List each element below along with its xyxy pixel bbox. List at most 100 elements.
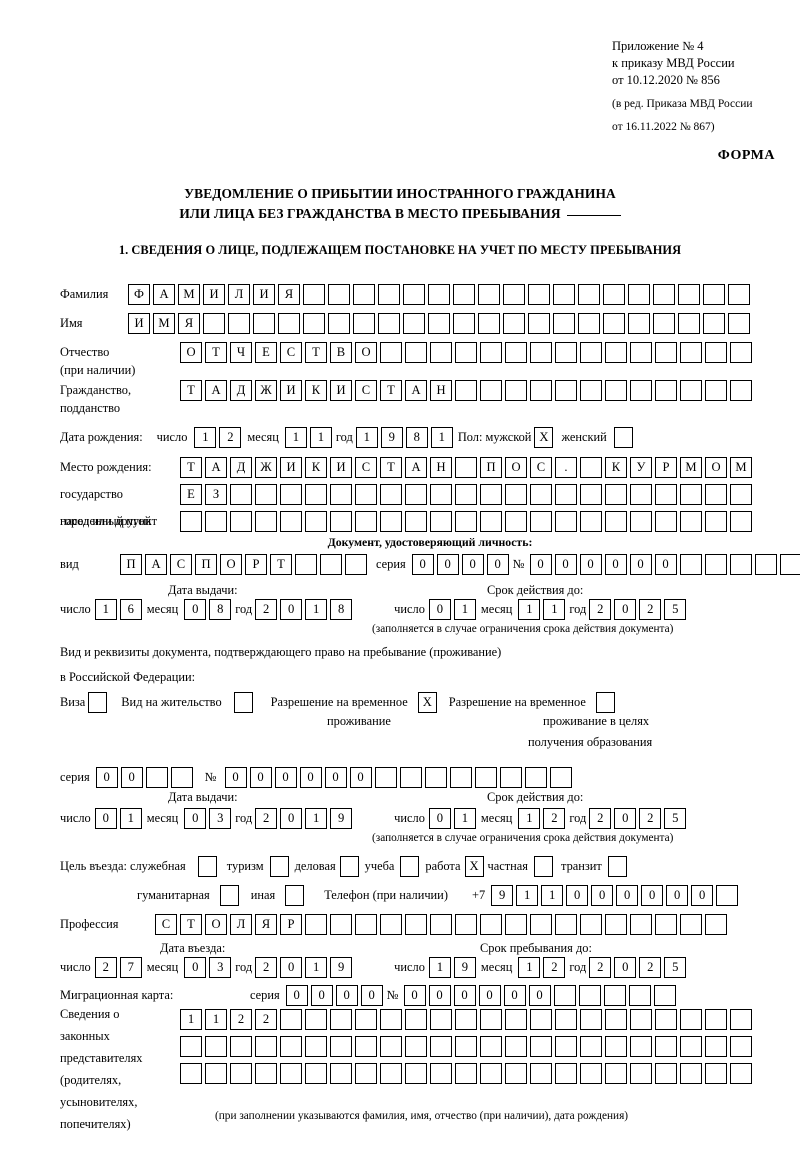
form-cell[interactable] bbox=[449, 767, 472, 788]
form-cell[interactable] bbox=[330, 484, 352, 505]
form-cell[interactable]: 0 bbox=[224, 767, 247, 788]
form-cell[interactable]: Р bbox=[655, 457, 677, 478]
form-cell[interactable]: 9 bbox=[453, 957, 476, 978]
form-cell[interactable] bbox=[303, 313, 325, 334]
form-cell[interactable] bbox=[605, 1063, 627, 1084]
form-cell[interactable]: О bbox=[705, 457, 727, 478]
form-cell[interactable] bbox=[528, 284, 550, 305]
form-cell[interactable]: Т bbox=[180, 914, 202, 935]
form-cell[interactable]: 9 bbox=[330, 957, 353, 978]
form-cell[interactable] bbox=[605, 342, 627, 363]
purpose-humanitarian-checkbox[interactable] bbox=[219, 885, 239, 906]
form-cell[interactable]: О bbox=[220, 554, 242, 575]
form-cell[interactable] bbox=[553, 284, 575, 305]
form-cell[interactable] bbox=[530, 1009, 552, 1030]
form-cell[interactable] bbox=[703, 284, 725, 305]
purpose-service-checkbox[interactable] bbox=[197, 856, 217, 877]
form-cell[interactable]: 0 bbox=[280, 599, 303, 620]
purpose-transit-checkbox[interactable] bbox=[607, 856, 627, 877]
form-cell[interactable]: 6 bbox=[119, 599, 142, 620]
temp-residence-edu-checkbox[interactable] bbox=[595, 692, 615, 713]
form-cell[interactable] bbox=[716, 885, 739, 906]
form-cell[interactable]: И bbox=[280, 380, 302, 401]
form-cell[interactable]: И bbox=[253, 284, 275, 305]
form-cell[interactable] bbox=[578, 284, 600, 305]
form-cell[interactable] bbox=[480, 342, 502, 363]
form-cell[interactable] bbox=[553, 985, 576, 1006]
form-cell[interactable]: 1 bbox=[355, 427, 378, 448]
form-cell[interactable] bbox=[180, 1036, 202, 1057]
form-cell[interactable]: О bbox=[355, 342, 377, 363]
form-cell[interactable] bbox=[405, 511, 427, 532]
form-cell[interactable]: 2 bbox=[230, 1009, 252, 1030]
form-cell[interactable] bbox=[630, 342, 652, 363]
form-cell[interactable] bbox=[480, 484, 502, 505]
form-cell[interactable] bbox=[480, 511, 502, 532]
form-cell[interactable]: 1 bbox=[518, 599, 541, 620]
form-cell[interactable] bbox=[555, 511, 577, 532]
form-cell[interactable]: Я bbox=[255, 914, 277, 935]
form-cell[interactable]: 0 bbox=[280, 957, 303, 978]
form-cell[interactable] bbox=[305, 1063, 327, 1084]
form-cell[interactable]: 1 bbox=[119, 808, 142, 829]
form-cell[interactable] bbox=[605, 380, 627, 401]
form-cell[interactable] bbox=[378, 313, 400, 334]
form-cell[interactable]: С bbox=[530, 457, 552, 478]
form-cell[interactable]: Н bbox=[430, 380, 452, 401]
residence-permit-checkbox[interactable] bbox=[233, 692, 253, 713]
form-cell[interactable] bbox=[605, 511, 627, 532]
form-cell[interactable] bbox=[705, 484, 727, 505]
form-cell[interactable] bbox=[655, 380, 677, 401]
form-cell[interactable] bbox=[355, 1063, 377, 1084]
form-cell[interactable]: 0 bbox=[641, 885, 664, 906]
form-cell[interactable]: 1 bbox=[541, 885, 564, 906]
form-cell[interactable]: 0 bbox=[360, 985, 383, 1006]
form-cell[interactable]: 5 bbox=[664, 957, 687, 978]
form-cell[interactable] bbox=[705, 1036, 727, 1057]
form-cell[interactable] bbox=[655, 342, 677, 363]
form-cell[interactable]: И bbox=[330, 380, 352, 401]
form-cell[interactable] bbox=[603, 284, 625, 305]
form-cell[interactable] bbox=[705, 1009, 727, 1030]
form-cell[interactable]: 0 bbox=[453, 985, 476, 1006]
form-cell[interactable]: 0 bbox=[629, 554, 652, 575]
form-cell[interactable] bbox=[355, 511, 377, 532]
form-cell[interactable]: Ж bbox=[255, 457, 277, 478]
form-cell[interactable] bbox=[253, 313, 275, 334]
form-cell[interactable]: 0 bbox=[528, 985, 551, 1006]
temp-residence-checkbox[interactable]: X bbox=[417, 692, 437, 713]
form-cell[interactable]: 0 bbox=[666, 885, 689, 906]
form-cell[interactable] bbox=[655, 1009, 677, 1030]
form-cell[interactable] bbox=[205, 511, 227, 532]
form-cell[interactable] bbox=[603, 313, 625, 334]
form-cell[interactable] bbox=[730, 1063, 752, 1084]
form-cell[interactable]: Д bbox=[230, 380, 252, 401]
form-cell[interactable]: 0 bbox=[529, 554, 552, 575]
form-cell[interactable]: 0 bbox=[554, 554, 577, 575]
form-cell[interactable] bbox=[655, 914, 677, 935]
form-cell[interactable] bbox=[280, 1009, 302, 1030]
form-cell[interactable]: Р bbox=[280, 914, 302, 935]
form-cell[interactable]: С bbox=[280, 342, 302, 363]
form-cell[interactable] bbox=[353, 313, 375, 334]
form-cell[interactable]: 2 bbox=[255, 808, 278, 829]
form-cell[interactable] bbox=[455, 484, 477, 505]
form-cell[interactable]: 9 bbox=[330, 808, 353, 829]
form-cell[interactable]: 0 bbox=[310, 985, 333, 1006]
form-cell[interactable]: Т bbox=[205, 342, 227, 363]
form-cell[interactable] bbox=[330, 511, 352, 532]
form-cell[interactable]: 2 bbox=[219, 427, 242, 448]
form-cell[interactable] bbox=[230, 1036, 252, 1057]
form-cell[interactable] bbox=[255, 1063, 277, 1084]
form-cell[interactable] bbox=[680, 1063, 702, 1084]
form-cell[interactable] bbox=[380, 511, 402, 532]
form-cell[interactable]: 0 bbox=[604, 554, 627, 575]
